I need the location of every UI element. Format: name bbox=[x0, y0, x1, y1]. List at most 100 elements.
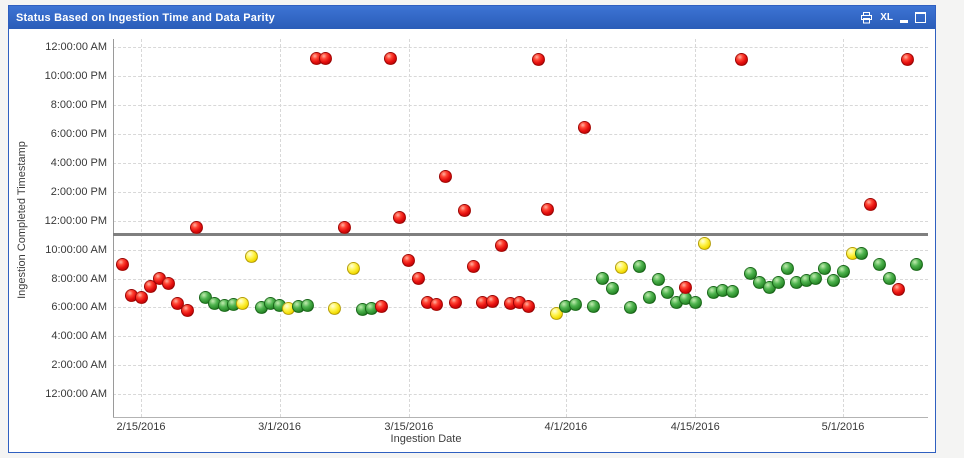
data-point-green[interactable] bbox=[624, 301, 638, 315]
data-point-red[interactable] bbox=[134, 290, 148, 304]
data-point-green[interactable] bbox=[568, 298, 582, 312]
data-point-red[interactable] bbox=[393, 210, 407, 224]
y-gridline bbox=[113, 47, 928, 49]
data-point-red[interactable] bbox=[337, 220, 351, 234]
x-tick-label: 4/15/2016 bbox=[670, 421, 720, 433]
data-point-red[interactable] bbox=[540, 202, 554, 216]
data-point-green[interactable] bbox=[300, 299, 314, 313]
data-point-green[interactable] bbox=[854, 246, 868, 260]
data-point-green[interactable] bbox=[642, 290, 656, 304]
y-tick-label: 10:00:00 PM bbox=[44, 69, 107, 82]
data-point-red[interactable] bbox=[430, 298, 444, 312]
data-point-red[interactable] bbox=[448, 296, 462, 310]
y-gridline bbox=[113, 104, 928, 106]
data-point-red[interactable] bbox=[485, 295, 499, 309]
y-tick-label: 12:00:00 AM bbox=[45, 41, 107, 54]
data-point-green[interactable] bbox=[827, 273, 841, 287]
print-icon[interactable] bbox=[860, 11, 873, 24]
data-point-red[interactable] bbox=[734, 52, 748, 66]
y-tick-label: 6:00:00 AM bbox=[51, 301, 107, 314]
data-point-green[interactable] bbox=[771, 275, 785, 289]
data-point-green[interactable] bbox=[587, 300, 601, 314]
data-point-green[interactable] bbox=[651, 272, 665, 286]
data-point-yellow[interactable] bbox=[346, 261, 360, 275]
data-point-red[interactable] bbox=[467, 259, 481, 273]
data-point-yellow[interactable] bbox=[245, 249, 259, 263]
data-point-green[interactable] bbox=[744, 266, 758, 280]
data-point-red[interactable] bbox=[383, 51, 397, 65]
x-tick-label: 2/15/2016 bbox=[116, 421, 166, 433]
data-point-red[interactable] bbox=[494, 238, 508, 252]
y-tick-label: 4:00:00 AM bbox=[51, 330, 107, 343]
data-point-red[interactable] bbox=[180, 304, 194, 318]
data-point-red[interactable] bbox=[531, 52, 545, 66]
y-gridline bbox=[113, 220, 928, 222]
caption-icons: XL bbox=[860, 11, 935, 24]
data-point-yellow[interactable] bbox=[697, 236, 711, 250]
export-excel-button[interactable]: XL bbox=[880, 12, 893, 23]
minimize-button[interactable] bbox=[900, 12, 908, 23]
data-point-red[interactable] bbox=[402, 253, 416, 267]
x-gridline bbox=[141, 39, 142, 417]
x-gridline bbox=[695, 39, 697, 417]
y-gridline bbox=[113, 191, 928, 193]
x-gridline bbox=[565, 39, 567, 417]
data-point-green[interactable] bbox=[633, 259, 647, 273]
data-point-green[interactable] bbox=[873, 257, 887, 271]
reference-line bbox=[113, 232, 928, 236]
data-point-red[interactable] bbox=[901, 52, 915, 66]
y-axis-line bbox=[113, 39, 114, 417]
minimize-icon bbox=[900, 20, 908, 23]
data-point-green[interactable] bbox=[661, 286, 674, 300]
window-title: Status Based on Ingestion Time and Data … bbox=[16, 11, 275, 24]
y-tick-label: 2:00:00 AM bbox=[51, 359, 107, 372]
data-point-red[interactable] bbox=[189, 220, 203, 234]
data-point-red[interactable] bbox=[577, 121, 591, 135]
y-gridline bbox=[113, 278, 928, 280]
data-point-green[interactable] bbox=[910, 257, 924, 271]
x-tick-label: 4/1/2016 bbox=[544, 421, 588, 433]
y-gridline bbox=[113, 133, 928, 135]
y-tick-label: 8:00:00 AM bbox=[51, 272, 107, 285]
maximize-button[interactable] bbox=[915, 12, 926, 23]
data-point-green[interactable] bbox=[808, 271, 822, 285]
data-point-yellow[interactable] bbox=[614, 260, 628, 274]
data-point-red[interactable] bbox=[116, 257, 130, 271]
x-gridline bbox=[408, 39, 410, 417]
y-tick-label: 10:00:00 AM bbox=[45, 243, 107, 256]
y-gridline bbox=[113, 394, 928, 396]
x-axis-title: Ingestion Date bbox=[390, 433, 462, 445]
chart-window: Status Based on Ingestion Time and Data … bbox=[8, 5, 936, 453]
data-point-red[interactable] bbox=[891, 283, 905, 297]
data-point-red[interactable] bbox=[457, 203, 471, 217]
data-point-red[interactable] bbox=[319, 51, 333, 65]
data-point-green[interactable] bbox=[836, 264, 850, 278]
y-gridline bbox=[113, 249, 928, 251]
y-tick-label: 12:00:00 PM bbox=[44, 214, 107, 227]
data-point-red[interactable] bbox=[143, 279, 157, 293]
data-point-green[interactable] bbox=[605, 282, 619, 296]
data-point-green[interactable] bbox=[688, 296, 702, 310]
data-point-green[interactable] bbox=[882, 271, 896, 285]
x-gridline bbox=[843, 39, 844, 417]
data-point-green[interactable] bbox=[596, 271, 610, 285]
data-point-yellow[interactable] bbox=[236, 297, 250, 311]
data-point-green[interactable] bbox=[781, 261, 795, 275]
data-point-yellow[interactable] bbox=[328, 302, 342, 316]
data-point-red[interactable] bbox=[162, 276, 176, 290]
data-point-red[interactable] bbox=[374, 300, 388, 314]
data-point-red[interactable] bbox=[522, 300, 536, 314]
y-gridline bbox=[113, 365, 928, 367]
data-point-red[interactable] bbox=[679, 281, 693, 294]
data-point-red[interactable] bbox=[439, 170, 453, 184]
data-point-red[interactable] bbox=[411, 271, 425, 285]
data-point-green[interactable] bbox=[818, 261, 832, 275]
data-point-green[interactable] bbox=[725, 285, 739, 299]
y-tick-label: 4:00:00 PM bbox=[50, 156, 107, 169]
y-gridline bbox=[113, 336, 928, 338]
window-titlebar[interactable]: Status Based on Ingestion Time and Data … bbox=[9, 6, 935, 29]
data-point-red[interactable] bbox=[864, 197, 878, 211]
x-tick-label: 3/1/2016 bbox=[258, 421, 301, 433]
x-tick-label: 5/1/2016 bbox=[821, 421, 865, 433]
